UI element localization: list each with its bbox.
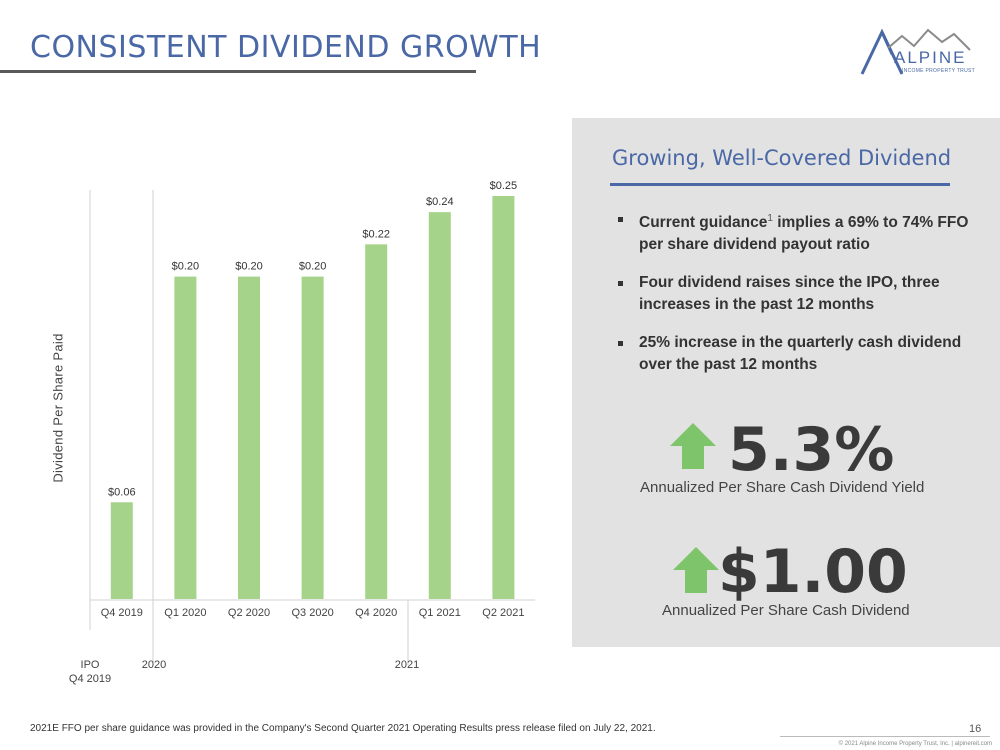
data-label: $0.22 <box>362 228 390 240</box>
bullet-list: Current guidance1 implies a 69% to 74% F… <box>616 208 976 392</box>
y-axis-title: Dividend Per Share Paid <box>50 333 66 483</box>
annual-dividend-value: $1.00 <box>718 537 908 607</box>
page-title: CONSISTENT DIVIDEND GROWTH <box>30 30 542 65</box>
bullet-text: Four dividend raises since the IPO, thre… <box>639 274 940 314</box>
up-arrow-icon <box>670 423 716 469</box>
bullet-text: implies a 69% to 74% FFO per share divid… <box>639 214 969 254</box>
footer-divider <box>780 736 990 737</box>
title-underline <box>0 70 476 73</box>
bullet-item: Current guidance1 implies a 69% to 74% F… <box>616 208 976 256</box>
timeline-label: IPO <box>81 659 100 671</box>
bullet-item: Four dividend raises since the IPO, thre… <box>616 272 976 316</box>
x-tick-label: Q3 2020 <box>291 607 333 619</box>
timeline-label: Q4 2019 <box>69 673 111 685</box>
panel-heading: Growing, Well-Covered Dividend <box>612 146 952 170</box>
data-label: $0.20 <box>172 261 200 273</box>
x-tick-label: Q1 2020 <box>164 607 206 619</box>
up-arrow-icon <box>673 547 719 593</box>
logo-subtitle: INCOME PROPERTY TRUST <box>902 68 975 74</box>
bar <box>365 244 388 600</box>
copyright: © 2021 Alpine Income Property Trust, Inc… <box>838 741 992 747</box>
company-logo: ALPINE INCOME PROPERTY TRUST <box>858 24 978 78</box>
x-tick-label: Q4 2019 <box>101 607 143 619</box>
dividend-bar-chart: $0.06 Q4 2019 $0.20 Q1 2020 $0.20 Q2 2020 $0.2… <box>69 180 536 685</box>
bullet-marker-icon <box>618 217 623 222</box>
bar <box>301 276 324 599</box>
bullet-text: 25% increase in the quarterly cash divid… <box>639 334 962 374</box>
x-tick-label: Q2 2020 <box>228 607 270 619</box>
x-tick-label: Q2 2021 <box>482 607 524 619</box>
data-label: $0.06 <box>108 486 136 498</box>
bullet-item: 25% increase in the quarterly cash divid… <box>616 332 976 376</box>
page-number: 16 <box>969 723 982 735</box>
data-label: $0.25 <box>490 180 518 192</box>
summary-panel <box>572 118 1000 647</box>
footnote-ref: 1 <box>767 213 773 224</box>
timeline-label: 2020 <box>142 659 166 671</box>
footnote: 2021E FFO per share guidance was provide… <box>30 723 656 734</box>
bar <box>238 276 260 599</box>
bullet-marker-icon <box>618 281 623 287</box>
bullet-text: Current guidance <box>639 214 768 232</box>
data-label: $0.20 <box>299 261 327 273</box>
logo-wordmark: ALPINE <box>894 48 967 67</box>
panel-heading-underline <box>610 183 950 186</box>
bar <box>492 196 515 599</box>
bullet-marker-icon <box>618 341 623 347</box>
data-label: $0.20 <box>235 261 263 273</box>
timeline-label: 2021 <box>395 659 419 671</box>
mountain-logo-icon <box>860 28 971 75</box>
x-tick-label: Q4 2020 <box>355 607 397 619</box>
x-tick-label: Q1 2021 <box>419 607 461 619</box>
data-label: $0.24 <box>426 196 454 208</box>
bar <box>428 212 451 599</box>
annual-dividend-caption: Annualized Per Share Cash Dividend <box>662 602 910 619</box>
dividend-yield-caption: Annualized Per Share Cash Dividend Yield <box>640 479 925 496</box>
bar <box>110 502 133 599</box>
bar <box>174 276 197 599</box>
dividend-yield-value: 5.3% <box>728 415 895 485</box>
